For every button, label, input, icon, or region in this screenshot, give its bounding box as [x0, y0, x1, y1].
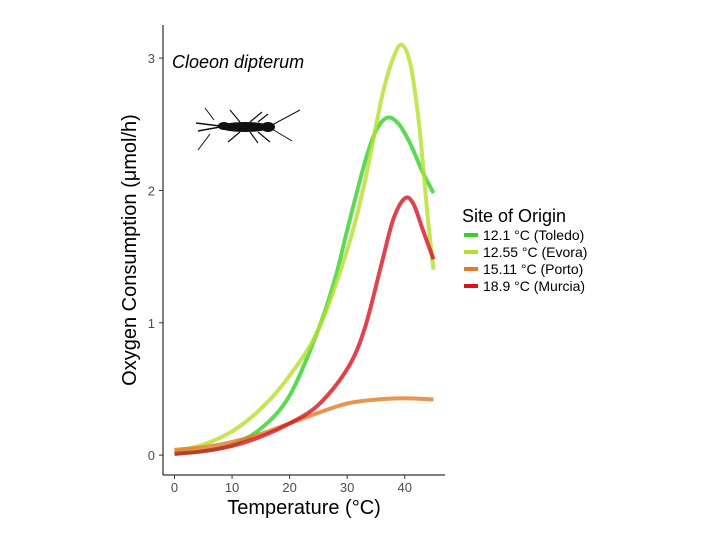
legend-label-3: 18.9 °C (Murcia)	[483, 278, 585, 294]
species-annotation: Cloeon dipterum	[172, 52, 304, 72]
x-tick-label: 20	[282, 480, 296, 495]
axes	[162, 25, 445, 476]
legend-label-2: 15.11 °C (Porto)	[483, 261, 583, 277]
series-line-3	[174, 195, 436, 456]
x-tick-label: 0	[171, 480, 178, 495]
tick-group: 0 10 20 30 40 0 1 2 3	[148, 51, 412, 495]
legend-title: Site of Origin	[462, 206, 566, 226]
plot-area	[174, 42, 436, 456]
y-axis-title: Oxygen Consumption (μmol/h)	[119, 114, 141, 386]
x-tick-label: 10	[225, 480, 239, 495]
y-tick-label: 1	[148, 316, 155, 331]
x-tick-label: 40	[397, 480, 411, 495]
mayfly-silhouette-icon	[195, 107, 301, 151]
y-tick-label: 2	[148, 183, 155, 198]
x-tick-label: 30	[340, 480, 354, 495]
legend-label-1: 12.55 °C (Evora)	[483, 244, 587, 260]
series-line-2	[174, 396, 434, 452]
y-tick-label: 3	[148, 51, 155, 66]
x-axis-title: Temperature (°C)	[227, 497, 381, 519]
y-tick-label: 0	[148, 448, 155, 463]
series-line-1	[174, 42, 436, 454]
legend-label-0: 12.1 °C (Toledo)	[483, 227, 584, 243]
series-line-0	[174, 115, 436, 456]
legend: Site of Origin 12.1 °C (Toledo)12.55 °C …	[462, 206, 587, 294]
